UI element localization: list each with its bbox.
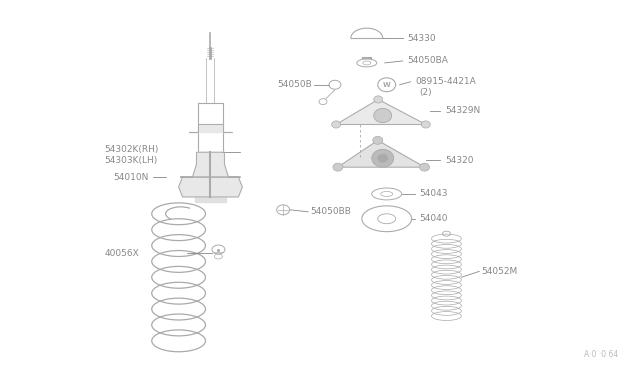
Ellipse shape — [374, 108, 392, 123]
Ellipse shape — [374, 96, 383, 103]
Text: 54010N: 54010N — [113, 173, 148, 182]
Ellipse shape — [372, 149, 394, 167]
Text: 54050B: 54050B — [277, 80, 312, 89]
Text: 54302K(RH): 54302K(RH) — [104, 145, 158, 154]
Ellipse shape — [421, 121, 430, 128]
Text: 54330: 54330 — [408, 33, 436, 43]
Text: 54303K(LH): 54303K(LH) — [104, 156, 157, 165]
Polygon shape — [189, 125, 232, 132]
Text: 54052M: 54052M — [481, 267, 518, 276]
Text: 54050BA: 54050BA — [408, 57, 449, 65]
Ellipse shape — [372, 137, 383, 144]
Text: 54329N: 54329N — [445, 106, 481, 115]
Text: 54043: 54043 — [420, 189, 448, 198]
Ellipse shape — [420, 163, 429, 171]
Text: A·0 ·0 64: A·0 ·0 64 — [584, 350, 619, 359]
Polygon shape — [338, 140, 424, 167]
Polygon shape — [180, 152, 241, 177]
Polygon shape — [179, 177, 243, 197]
Text: 08915-4421A: 08915-4421A — [415, 77, 476, 86]
Text: 54320: 54320 — [445, 156, 474, 165]
Text: 40056X: 40056X — [105, 249, 140, 258]
Text: W: W — [383, 82, 390, 88]
Polygon shape — [195, 197, 227, 202]
Ellipse shape — [378, 154, 388, 162]
Text: 54040: 54040 — [420, 214, 448, 223]
Text: 54050BB: 54050BB — [310, 207, 351, 216]
Polygon shape — [336, 99, 426, 125]
Text: (2): (2) — [420, 88, 432, 97]
Ellipse shape — [333, 163, 343, 171]
Ellipse shape — [332, 121, 340, 128]
